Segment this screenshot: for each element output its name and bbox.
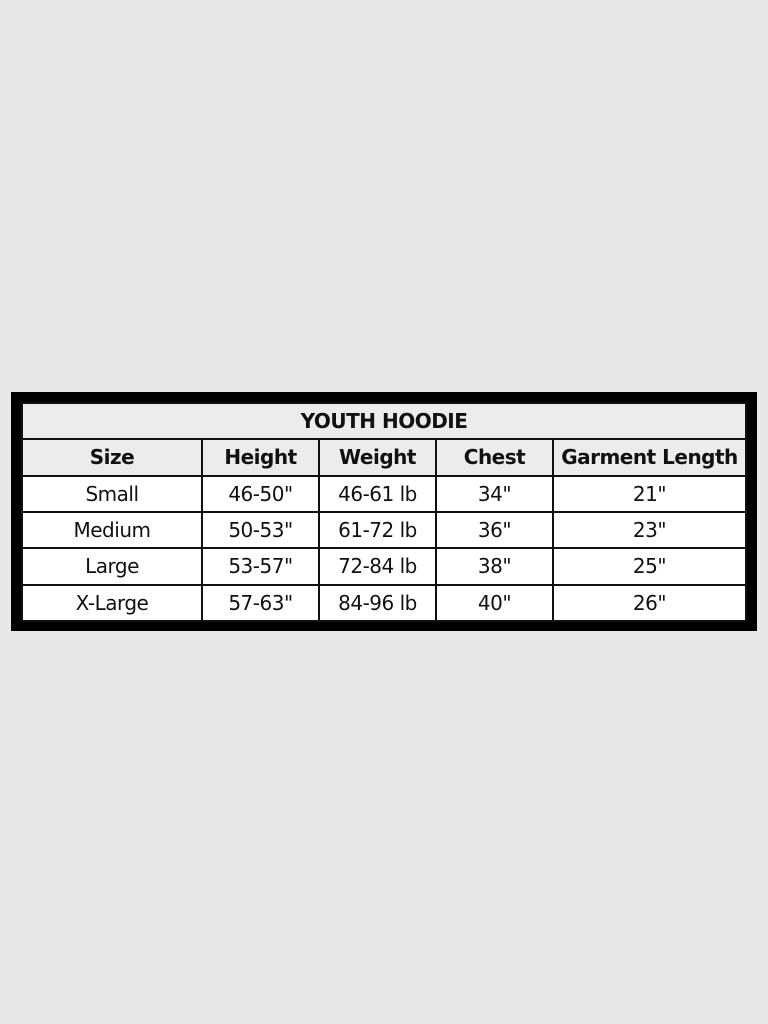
table-cell: 61-72 lb xyxy=(318,510,437,550)
table-cell: 26" xyxy=(552,583,747,623)
table-cell: 57-63" xyxy=(201,583,320,623)
title-row: YOUTH HOODIE xyxy=(21,401,747,441)
table-row: Large 53-57" 72-84 lb 38" 25" xyxy=(21,547,747,586)
table-row: Small 46-50" 46-61 lb 34" 21" xyxy=(21,474,747,513)
table-cell: Small xyxy=(21,474,203,513)
table-cell: 23" xyxy=(552,510,747,550)
table-cell: 50-53" xyxy=(201,510,320,550)
table-cell: 84-96 lb xyxy=(318,583,437,623)
table-cell: 21" xyxy=(552,474,747,513)
size-chart-table: YOUTH HOODIE Size Height Weight Chest Garmen… xyxy=(21,401,747,623)
column-header: Height xyxy=(201,438,320,477)
header-row: Size Height Weight Chest Garment Length xyxy=(21,438,747,477)
table-cell: 34" xyxy=(435,474,554,513)
table-cell: 25" xyxy=(552,547,747,586)
table-cell: Large xyxy=(21,547,203,586)
table-cell: 38" xyxy=(435,547,554,586)
table-row: Medium 50-53" 61-72 lb 36" 23" xyxy=(21,510,747,550)
size-chart-frame: YOUTH HOODIE Size Height Weight Chest Garmen… xyxy=(11,392,757,631)
table-cell: 53-57" xyxy=(201,547,320,586)
column-header: Chest xyxy=(435,438,554,477)
column-header: Garment Length xyxy=(552,438,747,477)
table-row: X-Large 57-63" 84-96 lb 40" 26" xyxy=(21,583,747,623)
column-header: Size xyxy=(21,438,203,477)
table-cell: 46-61 lb xyxy=(318,474,437,513)
table-cell: X-Large xyxy=(21,583,203,623)
table-title: YOUTH HOODIE xyxy=(21,401,747,441)
table-cell: 40" xyxy=(435,583,554,623)
table-cell: 36" xyxy=(435,510,554,550)
column-header: Weight xyxy=(318,438,437,477)
table-cell: 46-50" xyxy=(201,474,320,513)
table-cell: 72-84 lb xyxy=(318,547,437,586)
table-cell: Medium xyxy=(21,510,203,550)
